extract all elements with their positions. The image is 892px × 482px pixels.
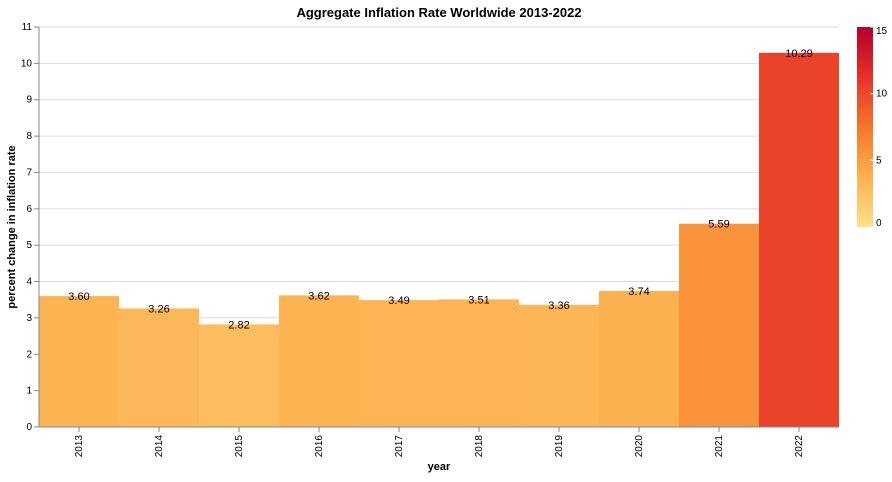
bar-2019 [519, 304, 599, 427]
x-axis-title: year [428, 461, 451, 473]
y-axis-title: percent change in inflation rate [6, 145, 18, 308]
color-legend: 0 5 10 15 [857, 26, 888, 229]
x-tick-label-2019: 2019 [554, 435, 565, 458]
bars [39, 52, 839, 428]
bar-2021 [679, 223, 759, 427]
bar-value-label-2019: 3.36 [548, 300, 569, 312]
y-tick-label: 6 [26, 204, 32, 215]
x-tick-label-2020: 2020 [634, 435, 645, 458]
bar-value-label-2016: 3.62 [308, 290, 329, 302]
y-tick-label: 7 [26, 167, 32, 178]
legend-tick-label: 5 [876, 155, 882, 166]
bar-2016 [279, 295, 359, 427]
x-axis: 2013 2014 2015 2016 2017 2018 2019 2020 2021 2022 [39, 426, 839, 458]
bar-value-label-2017: 3.49 [388, 295, 409, 307]
x-tick-label-2017: 2017 [394, 435, 405, 458]
x-tick-label-2014: 2014 [154, 435, 165, 458]
legend-gradient-bar [857, 27, 873, 227]
y-tick-label: 2 [26, 349, 32, 360]
y-tick-label: 3 [26, 313, 32, 324]
chart-title: Aggregate Inflation Rate Worldwide 2013-… [296, 5, 581, 20]
y-tick-label: 11 [22, 22, 33, 33]
bar-2022 [759, 52, 839, 428]
x-tick-label-2015: 2015 [234, 435, 245, 458]
bar-2013 [39, 296, 119, 427]
legend-tick-label: 10 [876, 89, 888, 100]
y-tick-label: 8 [26, 131, 32, 142]
bar-2020 [599, 291, 679, 427]
bar-value-label-2021: 5.59 [708, 219, 729, 231]
y-axis: 0 1 2 3 4 5 6 7 8 9 10 11 [21, 22, 40, 433]
bar-value-labels: 3.60 3.26 2.82 3.62 3.49 3.51 3.36 3.74 5.59 10.2… [68, 48, 812, 332]
y-tick-label: 4 [26, 277, 32, 288]
x-tick-label-2016: 2016 [314, 435, 325, 458]
x-tick-label-2022: 2022 [794, 435, 805, 458]
bar-value-label-2015: 2.82 [228, 319, 249, 331]
bar-2017 [359, 300, 439, 427]
y-tick-label: 1 [26, 386, 32, 397]
bar-2014 [119, 308, 199, 427]
legend-tick-label: 15 [876, 26, 888, 37]
legend-tick-label: 0 [876, 218, 882, 229]
bar-value-label-2018: 3.51 [468, 294, 489, 306]
x-tick-label-2018: 2018 [474, 435, 485, 458]
bar-2018 [439, 299, 519, 427]
y-tick-label: 0 [26, 422, 32, 433]
y-tick-label: 9 [26, 95, 32, 106]
x-tick-label-2013: 2013 [74, 435, 85, 458]
y-tick-label: 10 [21, 58, 33, 69]
bar-value-label-2020: 3.74 [628, 286, 649, 298]
x-tick-label-2021: 2021 [714, 435, 725, 458]
bar-2015 [199, 324, 279, 427]
bar-value-label-2014: 3.26 [148, 303, 169, 315]
bar-value-label-2022: 10.29 [785, 48, 813, 60]
bar-value-label-2013: 3.60 [68, 291, 89, 303]
y-tick-label: 5 [26, 240, 32, 251]
